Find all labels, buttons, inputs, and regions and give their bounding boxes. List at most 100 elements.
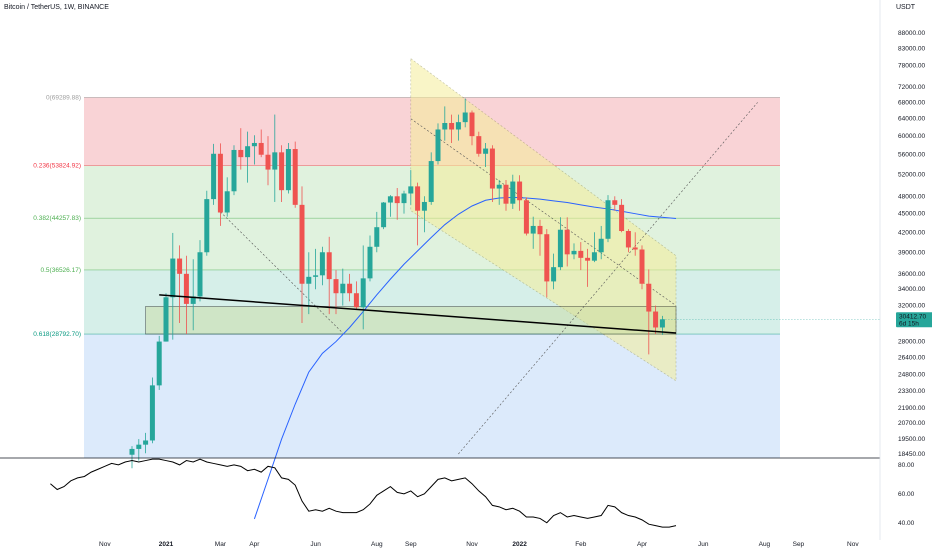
candle-body [401,193,407,204]
candle-body [143,440,149,445]
currency-label: USDT [896,4,916,11]
candle-body [625,230,631,248]
candle-body [299,204,305,284]
candle-body [653,311,659,328]
candle-body [279,152,285,191]
candle-body [258,142,264,155]
price-tick-label: 56000.00 [898,152,925,159]
price-tick-label: 32000.00 [898,303,925,310]
price-tick-label: 28000.00 [898,339,925,346]
time-axis-label: Jun [310,541,321,548]
candle-body [510,181,516,204]
candle-body [605,200,611,239]
time-axis-label: Jun [698,541,709,548]
price-tick-label: 20700.00 [898,420,925,427]
time-axis-label: Aug [371,541,383,548]
oscillator-tick-label: 60.00 [898,491,915,498]
candle-body [231,149,237,192]
last-price-value: 30412.70 [899,313,926,320]
candle-body [455,122,461,130]
candle-body [503,184,509,204]
oscillator-tick-label: 80.00 [898,462,915,469]
last-price-badge [896,312,932,328]
price-tick-label: 48000.00 [898,193,925,200]
candle-body [177,258,183,274]
price-tick-label: 45000.00 [898,211,925,218]
candle-body [333,279,339,294]
time-axis-label: Mar [215,541,227,548]
fib-level-label: 0.236(53824.92) [33,162,81,169]
fib-level-label: 0.382(44257.83) [33,215,81,222]
candle-body [374,227,380,247]
candle-body [224,191,230,213]
candle-body [598,238,604,253]
candle-body [632,247,638,250]
price-tick-label: 26400.00 [898,354,925,361]
price-tick-label: 52000.00 [898,172,925,179]
support-zone [145,306,677,335]
candle-body [245,146,251,158]
candle-body [462,112,468,123]
candle-body [211,153,217,200]
candle-body [476,136,482,154]
candle-body [646,283,652,312]
price-tick-label: 21900.00 [898,405,925,412]
candle-body [544,234,550,282]
candle-body [306,276,312,284]
candle-body [381,202,387,228]
candle-body [292,149,298,205]
candle-body [347,283,353,294]
candle-body [313,275,319,277]
candle-body [591,252,597,261]
candle-body [149,385,155,441]
price-tick-label: 83000.00 [898,46,925,53]
candle-body [435,129,441,162]
last-price-countdown: 6d 15h [899,320,919,327]
price-tick-label: 39000.00 [898,249,925,256]
moving-average-line [253,196,677,520]
candle-body [578,250,584,258]
price-tick-label: 42000.00 [898,229,925,236]
candle-body [394,196,400,204]
candle-body [639,249,645,284]
trendline [159,294,677,334]
price-tick-label: 24800.00 [898,371,925,378]
candle-body [387,196,393,203]
candle-body [129,448,135,455]
candle-body [136,444,142,449]
candle-body [319,252,325,276]
candle-body [517,181,523,201]
price-tick-label: 23300.00 [898,388,925,395]
time-axis-label: Aug [759,541,771,548]
candle-body [272,152,278,170]
candle-body [571,250,577,255]
candle-body [183,273,189,304]
candle-body [238,149,244,158]
candle-body [408,186,414,194]
price-tick-label: 64000.00 [898,116,925,123]
candle-body [496,184,502,189]
candle-body [190,296,196,304]
candle-body [530,225,536,234]
candle-body [265,154,271,170]
price-tick-label: 68000.00 [898,99,925,106]
candle-body [156,341,162,386]
candle-body [217,153,223,213]
time-axis-label: Nov [99,541,111,548]
candle-body [163,297,169,342]
candle-body [523,200,529,234]
time-axis-label: Apr [637,541,648,548]
price-tick-label: 36000.00 [898,271,925,278]
candle-body [204,199,210,253]
candle-body [659,319,665,328]
fib-level-label: 0(69289.88) [46,94,81,101]
price-tick-label: 34000.00 [898,286,925,293]
chart-symbol-title: Bitcoin / TetherUS, 1W, BINANCE [4,4,109,11]
candle-body [489,148,495,189]
candle-body [197,252,203,297]
candle-body [537,225,543,235]
candle-body [612,200,618,205]
price-tick-label: 19500.00 [898,436,925,443]
fib-level-label: 0.618(28792.70) [33,331,81,338]
